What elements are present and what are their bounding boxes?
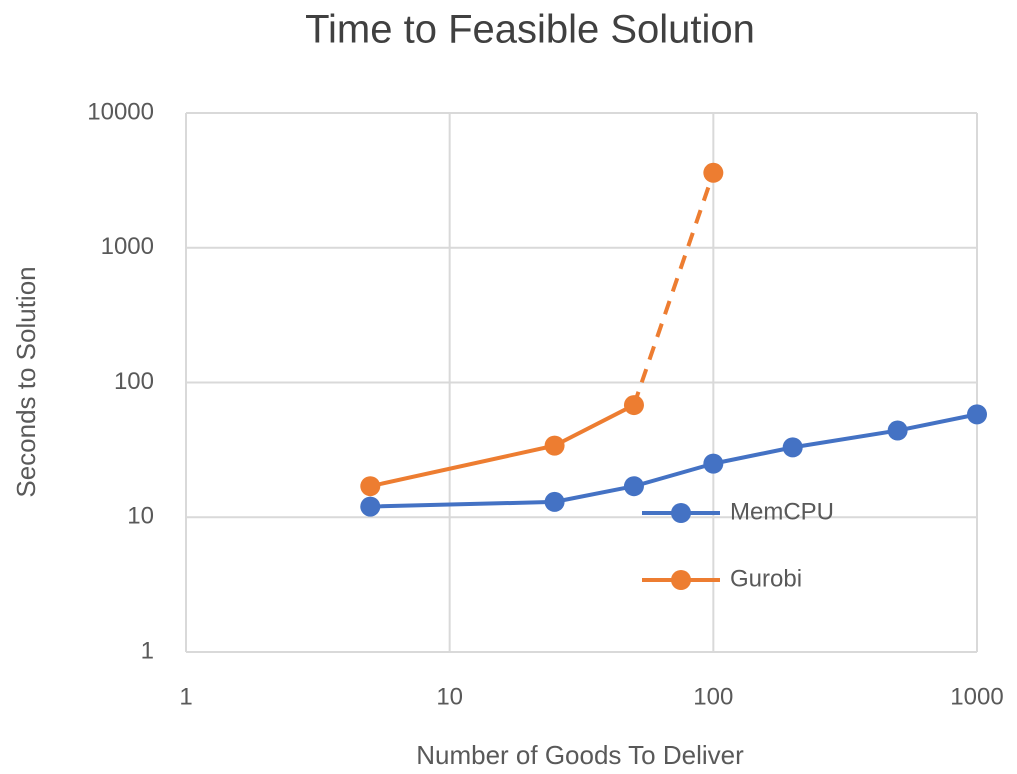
x-tick-label: 100 bbox=[693, 683, 733, 710]
legend-marker bbox=[671, 503, 691, 523]
marker bbox=[782, 437, 803, 458]
legend-label: Gurobi bbox=[730, 565, 802, 592]
marker bbox=[544, 435, 565, 456]
x-axis-label: Number of Goods To Deliver bbox=[416, 740, 744, 770]
marker bbox=[360, 496, 381, 517]
y-tick-label: 1 bbox=[141, 637, 154, 664]
marker bbox=[703, 453, 724, 474]
chart-title: Time to Feasible Solution bbox=[305, 8, 755, 52]
marker bbox=[544, 491, 565, 512]
legend-label: MemCPU bbox=[730, 498, 834, 525]
legend-marker bbox=[671, 570, 691, 590]
x-tick-label: 1000 bbox=[950, 683, 1003, 710]
marker bbox=[623, 395, 644, 416]
marker bbox=[967, 404, 987, 425]
y-tick-label: 1000 bbox=[101, 233, 154, 260]
x-tick-label: 1 bbox=[179, 683, 192, 710]
marker bbox=[360, 476, 381, 497]
series-line bbox=[370, 412, 978, 509]
marker bbox=[703, 162, 724, 183]
marker bbox=[887, 420, 908, 441]
x-tick-label: 10 bbox=[436, 683, 463, 710]
marker bbox=[623, 476, 644, 497]
y-axis-label: Seconds to Solution bbox=[11, 266, 41, 497]
y-tick-label: 10000 bbox=[87, 98, 154, 125]
y-tick-label: 100 bbox=[114, 368, 154, 395]
y-tick-label: 10 bbox=[127, 503, 154, 530]
series-line bbox=[369, 172, 716, 489]
